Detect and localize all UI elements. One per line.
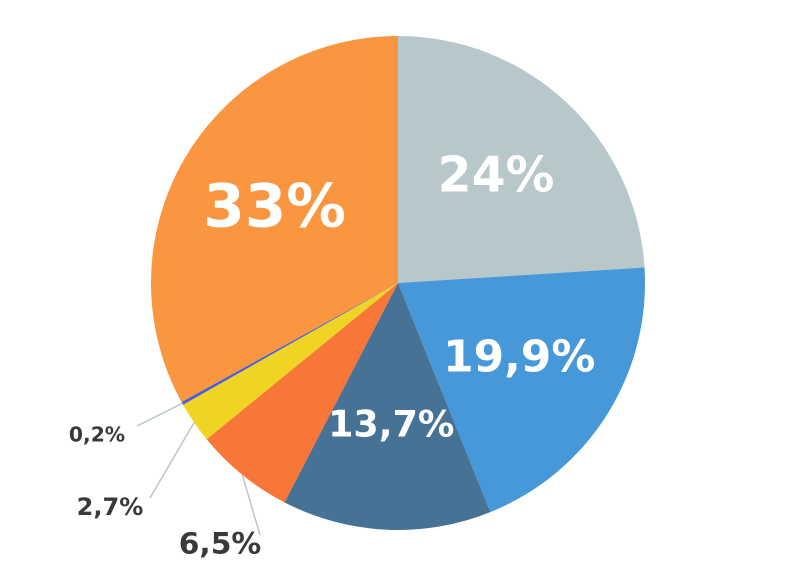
pie-slice xyxy=(206,283,398,503)
slice-label: 19,9% xyxy=(443,331,595,382)
slice-label: 2,7% xyxy=(77,493,144,521)
pie-slice xyxy=(150,36,398,402)
pie-slice xyxy=(183,283,398,440)
pie-slice xyxy=(398,36,645,283)
slice-label: 0,2% xyxy=(69,423,125,447)
pie-slice xyxy=(398,267,645,513)
leader-line xyxy=(136,402,183,427)
pie-slice xyxy=(284,283,491,530)
slice-label: 33% xyxy=(203,173,346,242)
slice-label: 13,7% xyxy=(328,403,454,446)
leader-line xyxy=(149,422,195,499)
leader-line xyxy=(241,474,261,536)
slice-label: 24% xyxy=(438,147,555,204)
slice-label: 6,5% xyxy=(179,527,262,562)
pie-slice xyxy=(181,283,398,405)
